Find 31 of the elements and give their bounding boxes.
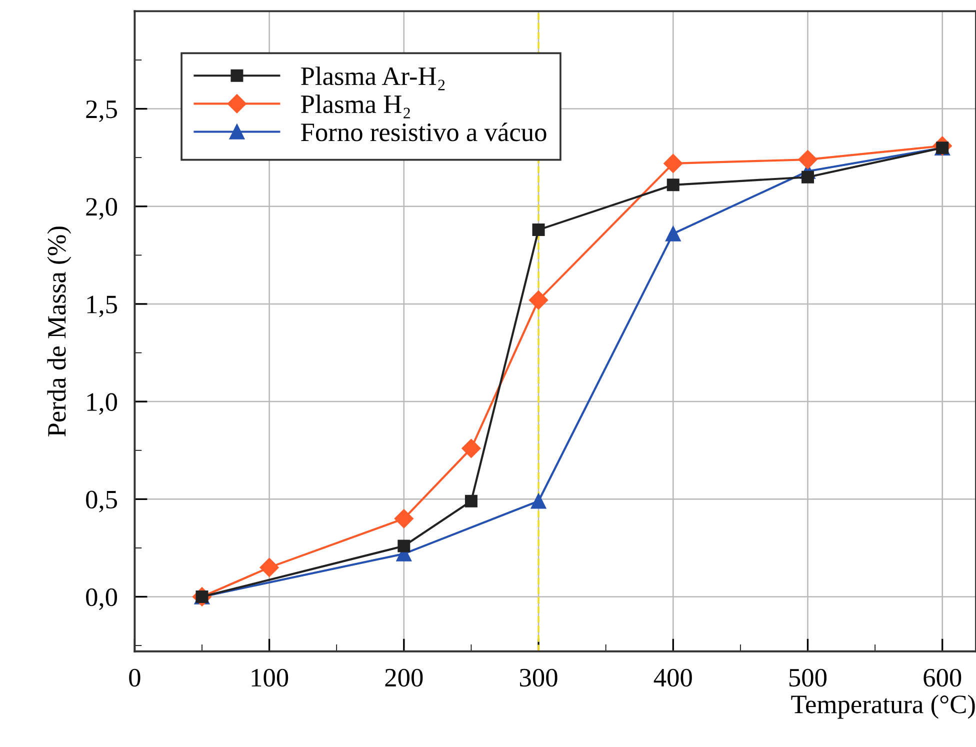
legend-label: Plasma Ar-H₂ — [301, 66, 445, 90]
point — [664, 154, 683, 173]
x-tick-label: 200 — [385, 668, 423, 687]
y-tick-label: 1,5 — [87, 296, 117, 318]
point — [532, 224, 545, 236]
x-axis-title: Temperatura (°C) — [791, 694, 975, 719]
legend-label: Forno resistivo a vácuo — [301, 122, 546, 142]
y-tick-label: 2,0 — [86, 198, 118, 220]
point — [798, 150, 818, 170]
x-tick-label: 100 — [252, 668, 288, 687]
point — [528, 290, 548, 310]
point — [462, 438, 481, 458]
point — [665, 226, 681, 242]
x-tick-label: 500 — [789, 668, 827, 687]
x-tick-label: 600 — [924, 668, 962, 687]
point — [530, 493, 546, 509]
y-tick-label: 0,5 — [86, 490, 117, 512]
point — [398, 540, 410, 552]
point — [666, 178, 680, 192]
y-tick-label: 1,0 — [87, 393, 118, 415]
point — [464, 494, 478, 508]
x-tick-label: 400 — [654, 668, 692, 687]
legend-label: Plasma H₂ — [301, 94, 410, 118]
x-tick-label: 0 — [129, 668, 140, 687]
point — [394, 509, 414, 528]
point — [801, 170, 814, 184]
point — [260, 558, 279, 577]
y-tick-label: 0,0 — [86, 588, 118, 610]
y-tick-label: 2,5 — [86, 100, 117, 122]
y-axis-title: Perda de Massa (%) — [47, 226, 72, 436]
x-tick-label: 300 — [520, 668, 558, 687]
